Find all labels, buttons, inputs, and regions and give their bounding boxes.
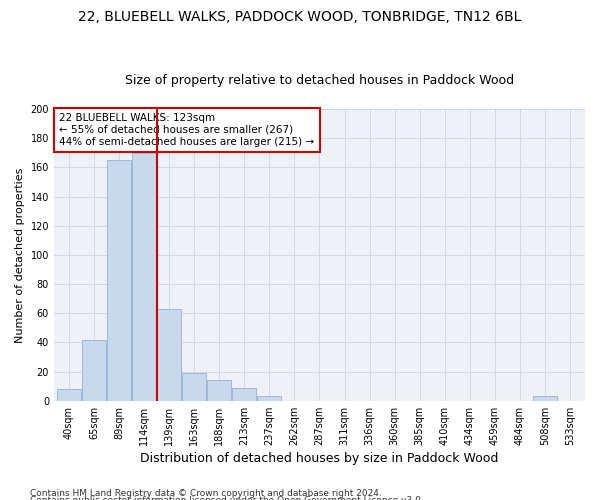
Bar [132, 153, 156, 401]
Text: 22 BLUEBELL WALKS: 123sqm
← 55% of detached houses are smaller (267)
44% of semi: 22 BLUEBELL WALKS: 123sqm ← 55% of detac… [59, 114, 314, 146]
Bar [533, 396, 557, 401]
Bar [208, 380, 231, 401]
Bar [107, 160, 131, 401]
X-axis label: Distribution of detached houses by size in Paddock Wood: Distribution of detached houses by size … [140, 452, 499, 465]
Text: Contains HM Land Registry data © Crown copyright and database right 2024.: Contains HM Land Registry data © Crown c… [30, 488, 382, 498]
Title: Size of property relative to detached houses in Paddock Wood: Size of property relative to detached ho… [125, 74, 514, 87]
Bar [82, 340, 106, 401]
Bar [232, 388, 256, 401]
Bar [157, 309, 181, 401]
Bar [182, 373, 206, 401]
Bar [57, 389, 81, 401]
Text: Contains public sector information licensed under the Open Government Licence v3: Contains public sector information licen… [30, 496, 424, 500]
Text: 22, BLUEBELL WALKS, PADDOCK WOOD, TONBRIDGE, TN12 6BL: 22, BLUEBELL WALKS, PADDOCK WOOD, TONBRI… [79, 10, 521, 24]
Y-axis label: Number of detached properties: Number of detached properties [15, 167, 25, 342]
Bar [257, 396, 281, 401]
